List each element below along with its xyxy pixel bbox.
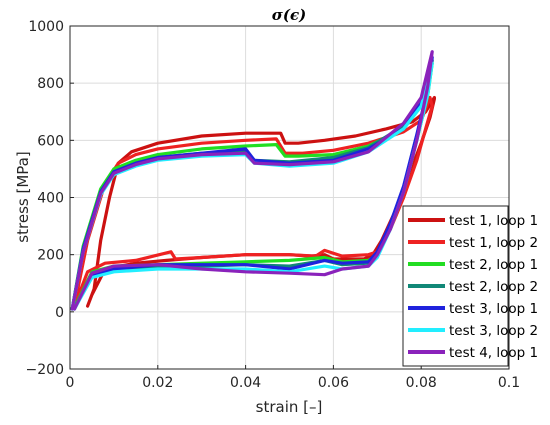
y-tick-label: 200 (37, 248, 64, 264)
series-line-7 (70, 50, 434, 311)
grid (69, 25, 510, 370)
x-tick-label: 0.1 (498, 375, 520, 391)
x-tick-label: 0.06 (318, 375, 349, 391)
legend-label-6: test 3, loop 2 (449, 323, 538, 339)
x-tick-label: 0.08 (406, 375, 437, 391)
legend-label-1: test 1, loop 1 (449, 213, 538, 229)
y-tick-label: 400 (37, 191, 64, 207)
y-tick-label: 0 (55, 305, 64, 321)
chart-title: σ(ϵ) (272, 6, 306, 24)
legend-label-2: test 1, loop 2 (449, 235, 538, 251)
y-tick-label: 1000 (28, 19, 64, 35)
legend-label-7: test 4, loop 1 (449, 345, 538, 361)
legend-label-5: test 3, loop 1 (449, 301, 538, 317)
y-tick-label: 600 (37, 133, 64, 149)
y-tick-label: −200 (26, 362, 64, 378)
y-tick-label: 800 (37, 76, 64, 92)
series-layer (70, 50, 436, 311)
y-axis-label: stress [MPa] (14, 151, 32, 242)
x-axis-label: strain [–] (256, 398, 323, 416)
ticks: 0 0.02 0.04 0.06 0.08 0.1−2000200400600800100… (26, 19, 521, 391)
legend-label-4: test 2, loop 2 (449, 279, 538, 295)
legend: test 1, loop 1 test 1, loop 2 test 2, loop… (402, 205, 538, 367)
series-line-2 (72, 95, 434, 308)
legend-label-3: test 2, loop 1 (449, 257, 538, 273)
x-tick-label: 0 (66, 375, 75, 391)
x-tick-label: 0.02 (142, 375, 173, 391)
x-tick-label: 0.04 (230, 375, 261, 391)
